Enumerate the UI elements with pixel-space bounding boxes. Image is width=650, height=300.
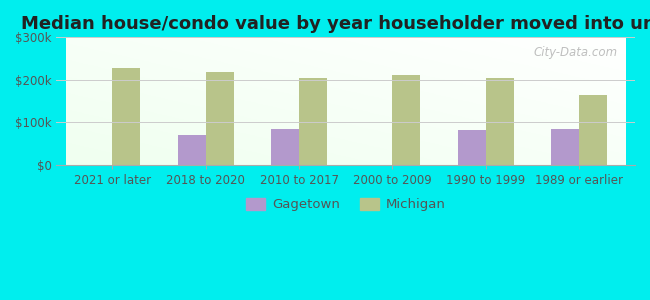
Bar <box>271 128 299 165</box>
Bar <box>206 72 234 165</box>
Bar <box>178 135 206 165</box>
Bar <box>112 68 140 165</box>
Bar <box>551 128 579 165</box>
Bar <box>486 78 514 165</box>
Bar <box>458 130 486 165</box>
Legend: Gagetown, Michigan: Gagetown, Michigan <box>246 198 446 211</box>
Bar <box>579 95 607 165</box>
Text: City-Data.com: City-Data.com <box>534 46 618 59</box>
Bar <box>299 79 327 165</box>
Title: Median house/condo value by year householder moved into unit: Median house/condo value by year househo… <box>21 15 650 33</box>
Bar <box>393 75 421 165</box>
